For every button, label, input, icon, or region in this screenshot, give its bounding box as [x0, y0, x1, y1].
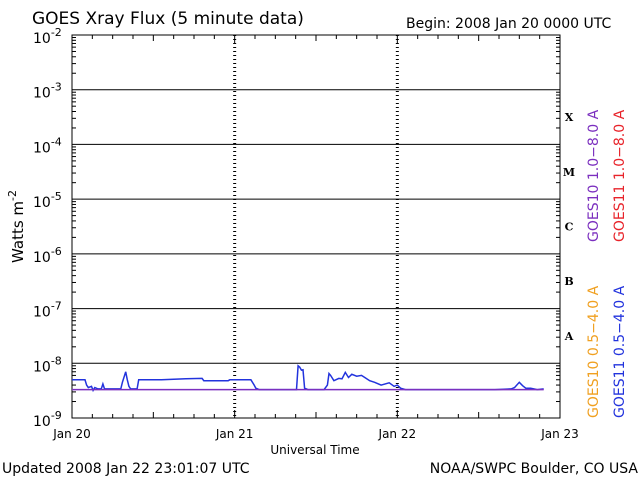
flare-class-label: M — [563, 166, 575, 179]
y-tick-exponent: -4 — [51, 135, 62, 148]
y-tick-mantissa: 10 — [33, 414, 51, 430]
y-tick-exponent: -8 — [51, 354, 62, 367]
x-tick-labels: Jan 20 Jan 21 Jan 22 Jan 23 — [52, 427, 579, 441]
y-tick-label: 10-8 — [33, 354, 62, 375]
y-tick-mantissa: 10 — [33, 195, 51, 211]
y-tick-label: 10-5 — [33, 190, 62, 211]
series-line — [72, 364, 544, 393]
x-tick-label: Jan 20 — [52, 427, 91, 441]
y-tick-exponent: -5 — [51, 190, 62, 203]
legend-label: GOES11 1.0−8.0 A — [612, 109, 628, 242]
legend-entry: GOES11 1.0−8.0 A — [612, 109, 628, 242]
begin-time: Begin: 2008 Jan 20 0000 UTC — [406, 16, 611, 32]
y-tick-mantissa: 10 — [33, 359, 51, 375]
y-tick-label: 10-4 — [33, 135, 62, 156]
y-tick-label: 10-9 — [33, 409, 62, 430]
flare-class-label: C — [565, 221, 574, 234]
data-series — [72, 364, 544, 393]
flare-class-label: A — [564, 330, 574, 343]
y-tick-exponent: -9 — [51, 409, 62, 422]
y-tick-exponent: -2 — [51, 26, 62, 39]
y-tick-exponent: -6 — [51, 245, 62, 258]
y-tick-mantissa: 10 — [33, 31, 51, 47]
footer-updated: Updated 2008 Jan 22 23:01:07 UTC — [2, 461, 250, 477]
y-tick-mantissa: 10 — [33, 86, 51, 102]
x-axis-label: Universal Time — [270, 443, 359, 457]
y-tick-label: 10-6 — [33, 245, 62, 266]
svg-text:Watts m-2: Watts m-2 — [6, 190, 27, 263]
y-tick-labels: 10-210-310-410-510-610-710-810-9 — [33, 26, 62, 430]
y-tick-label: 10-3 — [33, 81, 62, 102]
x-tick-label: Jan 23 — [540, 427, 579, 441]
x-tick-label: Jan 22 — [378, 427, 417, 441]
y-tick-exponent: -7 — [51, 300, 62, 313]
flare-class-label: B — [564, 275, 573, 288]
footer-source: NOAA/SWPC Boulder, CO USA — [430, 461, 639, 477]
plot-axes — [71, 34, 561, 419]
legend: GOES10 1.0−8.0 A GOES11 1.0−8.0 A GOES10 0… — [586, 109, 628, 418]
legend-label: GOES10 1.0−8.0 A — [586, 109, 602, 242]
flare-class-labels: X M C B A — [563, 111, 575, 343]
y-axis-label-exponent: -2 — [6, 190, 19, 201]
legend-entry: GOES10 1.0−8.0 A — [586, 109, 602, 242]
y-tick-label: 10-7 — [33, 300, 62, 321]
y-tick-label: 10-2 — [33, 26, 62, 47]
y-tick-mantissa: 10 — [33, 305, 51, 321]
legend-entry: GOES10 0.5−4.0 A — [586, 285, 602, 418]
plot-frame — [71, 34, 561, 419]
y-axis-label-text: Watts m — [9, 201, 27, 263]
legend-label: GOES11 0.5−4.0 A — [612, 285, 628, 418]
y-tick-mantissa: 10 — [33, 140, 51, 156]
y-tick-mantissa: 10 — [33, 250, 51, 266]
chart-title: GOES Xray Flux (5 minute data) — [32, 9, 304, 29]
y-axis-label: Watts m-2 — [6, 190, 27, 263]
x-tick-label: Jan 21 — [215, 427, 254, 441]
flare-class-label: X — [565, 111, 574, 124]
legend-entry: GOES11 0.5−4.0 A — [612, 285, 628, 418]
y-tick-exponent: -3 — [51, 81, 62, 94]
legend-label: GOES10 0.5−4.0 A — [586, 285, 602, 418]
